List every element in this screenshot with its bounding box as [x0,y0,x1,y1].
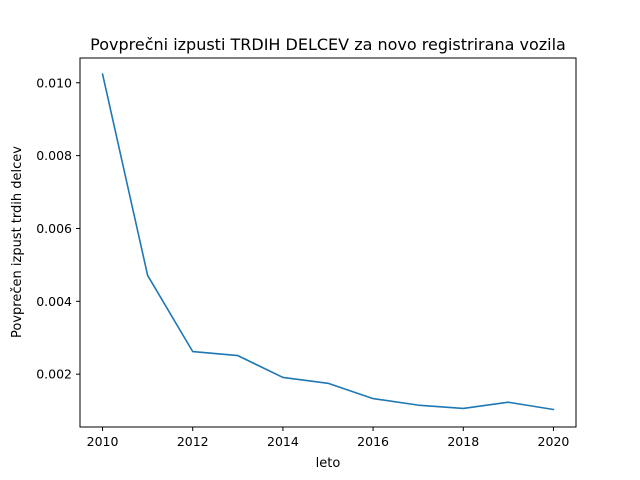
y-axis: 0.002 0.004 0.006 0.008 0.010 [36,75,80,382]
chart-title: Povprečni izpusti TRDIH DELCEV za novo r… [90,35,566,54]
x-tick-label: 2010 [87,434,119,449]
y-tick-label: 0.008 [36,148,72,163]
y-tick-label: 0.010 [36,75,72,90]
x-tick-label: 2016 [357,434,389,449]
plot-frame [79,57,577,428]
x-axis: 2010 2012 2014 2016 2018 2020 [87,427,570,449]
x-tick-label: 2018 [447,434,479,449]
x-tick-label: 2020 [538,434,570,449]
x-axis-label: leto [316,456,341,471]
y-tick-label: 0.004 [36,294,72,309]
x-tick-label: 2012 [177,434,209,449]
y-tick-label: 0.002 [36,367,72,382]
y-tick-label: 0.006 [36,221,72,236]
x-tick-label: 2014 [267,434,299,449]
series-line [101,73,555,411]
y-axis-label: Povprečen izpust trdih delcev [10,146,25,338]
